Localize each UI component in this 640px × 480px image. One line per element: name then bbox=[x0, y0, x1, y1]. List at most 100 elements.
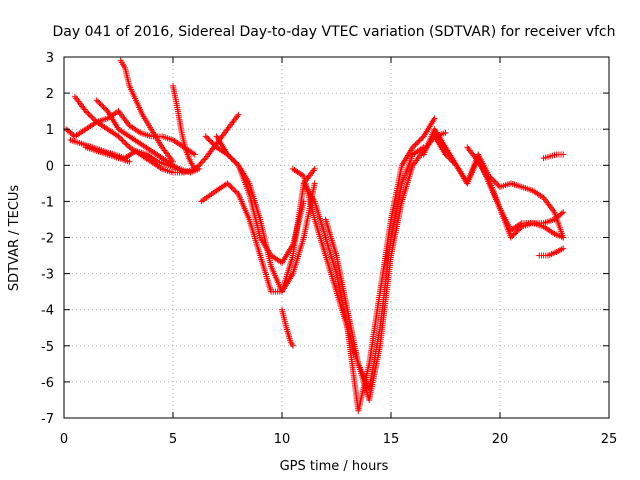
y-axis-label: SDTVAR / TECUs bbox=[7, 185, 22, 292]
plus-marker bbox=[234, 189, 241, 196]
plus-marker bbox=[311, 180, 318, 187]
series-track-19 bbox=[536, 245, 567, 259]
series-track-9 bbox=[213, 133, 318, 295]
series-track-17 bbox=[464, 144, 567, 241]
series-track-10 bbox=[198, 165, 318, 295]
plus-marker bbox=[126, 158, 133, 165]
plus-marker bbox=[289, 342, 296, 349]
series-track-4 bbox=[93, 97, 187, 176]
y-tick-label: -6 bbox=[41, 376, 54, 391]
plus-marker bbox=[431, 115, 438, 122]
y-tick-label: 1 bbox=[46, 123, 54, 138]
plus-marker bbox=[86, 112, 93, 119]
plus-marker bbox=[409, 144, 416, 151]
plus-marker bbox=[224, 151, 231, 158]
plus-marker bbox=[123, 141, 130, 148]
plus-marker bbox=[200, 157, 207, 164]
series-track-6 bbox=[82, 144, 133, 165]
plus-marker bbox=[120, 138, 127, 145]
plus-marker bbox=[229, 185, 236, 192]
plus-marker bbox=[232, 188, 239, 195]
y-tick-label: -1 bbox=[41, 195, 54, 210]
plus-marker bbox=[417, 136, 424, 143]
plus-marker bbox=[208, 138, 215, 145]
plus-marker bbox=[205, 136, 212, 143]
plus-marker bbox=[196, 162, 203, 169]
plus-marker bbox=[170, 158, 176, 165]
x-tick-label: 5 bbox=[169, 432, 177, 447]
plus-marker bbox=[513, 229, 520, 236]
plus-marker bbox=[558, 210, 565, 217]
y-tick-label: 3 bbox=[46, 51, 54, 66]
plus-marker bbox=[180, 169, 187, 176]
plus-marker bbox=[194, 163, 201, 170]
plus-marker bbox=[511, 230, 518, 237]
plus-marker bbox=[227, 154, 234, 161]
x-axis: 0 5 10 15 20 25 bbox=[60, 57, 617, 447]
plus-marker bbox=[228, 184, 235, 191]
plus-marker bbox=[88, 113, 95, 120]
x-tick-label: 10 bbox=[274, 432, 291, 447]
plus-marker bbox=[90, 116, 97, 123]
y-tick-label: -7 bbox=[41, 412, 54, 427]
x-axis-label: GPS time / hours bbox=[280, 459, 389, 474]
y-tick-label: -2 bbox=[41, 232, 54, 247]
plus-marker bbox=[442, 129, 449, 136]
plus-marker bbox=[201, 156, 208, 163]
plus-marker bbox=[100, 104, 107, 111]
plus-marker bbox=[311, 165, 318, 172]
plus-marker bbox=[97, 101, 104, 108]
plus-marker bbox=[101, 105, 108, 112]
y-tick-label: 2 bbox=[46, 87, 54, 102]
plus-marker bbox=[445, 154, 452, 161]
plus-marker bbox=[514, 227, 521, 234]
series-track-18 bbox=[540, 151, 567, 162]
plus-marker bbox=[560, 151, 567, 158]
plus-marker bbox=[231, 187, 238, 194]
plus-marker bbox=[442, 151, 449, 158]
y-tick-label: -3 bbox=[41, 268, 54, 283]
series-track-11 bbox=[279, 306, 296, 349]
plus-marker bbox=[412, 141, 419, 148]
plus-marker bbox=[415, 138, 422, 145]
plus-marker bbox=[560, 209, 567, 216]
plus-marker bbox=[446, 155, 453, 162]
plus-marker bbox=[411, 142, 418, 149]
plus-marker bbox=[507, 234, 514, 241]
plus-marker bbox=[509, 233, 516, 240]
x-tick-label: 0 bbox=[60, 432, 68, 447]
x-tick-label: 25 bbox=[601, 432, 618, 447]
plus-marker bbox=[89, 114, 96, 121]
plus-marker bbox=[227, 183, 234, 190]
plus-marker bbox=[119, 137, 126, 144]
plus-marker bbox=[447, 156, 454, 163]
plus-marker bbox=[560, 245, 567, 252]
plus-marker bbox=[85, 110, 92, 117]
plus-marker bbox=[197, 160, 204, 167]
plus-marker bbox=[96, 100, 103, 107]
plus-marker bbox=[228, 155, 235, 162]
plus-marker bbox=[99, 102, 106, 109]
plus-marker bbox=[82, 108, 89, 115]
plus-marker bbox=[198, 159, 205, 166]
plus-marker bbox=[84, 109, 91, 116]
plus-marker bbox=[492, 179, 499, 186]
plus-marker bbox=[116, 134, 123, 141]
y-tick-label: -5 bbox=[41, 340, 54, 355]
plus-marker bbox=[443, 152, 450, 159]
plus-marker bbox=[93, 97, 100, 104]
plus-marker bbox=[95, 98, 102, 105]
plus-marker bbox=[235, 111, 242, 118]
plus-marker bbox=[231, 158, 238, 165]
plus-marker bbox=[225, 152, 232, 159]
plus-marker bbox=[115, 133, 122, 140]
plus-marker bbox=[494, 181, 501, 188]
grid bbox=[64, 57, 609, 418]
y-axis: -7 -6 -5 -4 -3 -2 -1 0 1 2 3 bbox=[41, 51, 609, 427]
plus-marker bbox=[224, 180, 231, 187]
plus-marker bbox=[416, 137, 423, 144]
chart-title: Day 041 of 2016, Sidereal Day-to-day VTE… bbox=[52, 24, 615, 40]
plus-marker bbox=[510, 231, 517, 238]
plus-marker bbox=[225, 181, 232, 188]
